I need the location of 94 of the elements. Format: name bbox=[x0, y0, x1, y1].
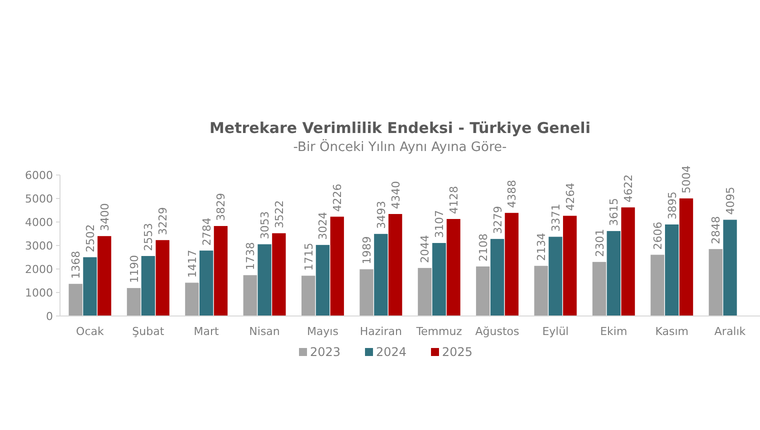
data-label: 4128 bbox=[447, 186, 460, 214]
y-tick-label: 6000 bbox=[25, 168, 53, 182]
x-tick-label: Ekim bbox=[600, 325, 628, 338]
y-tick-label: 2000 bbox=[25, 262, 53, 276]
x-tick-label: Temmuz bbox=[415, 325, 462, 338]
data-label: 1368 bbox=[70, 250, 83, 279]
bar bbox=[214, 226, 228, 316]
data-label: 3229 bbox=[156, 207, 170, 236]
data-label: 2553 bbox=[142, 223, 156, 252]
data-label: 1190 bbox=[128, 255, 141, 284]
bar bbox=[534, 266, 548, 316]
bar bbox=[563, 216, 577, 316]
x-tick-label: Ocak bbox=[76, 325, 104, 338]
bar bbox=[243, 275, 257, 316]
x-tick-label: Nisan bbox=[249, 325, 280, 338]
bar bbox=[360, 269, 374, 316]
data-label: 2044 bbox=[418, 234, 432, 263]
chart-title: Metrekare Verimlilik Endeksi - Türkiye Geneli bbox=[210, 119, 590, 137]
bar bbox=[388, 214, 402, 316]
y-tick-label: 3000 bbox=[25, 239, 53, 252]
bar bbox=[679, 198, 694, 316]
bar bbox=[258, 244, 272, 316]
data-label: 1715 bbox=[302, 242, 316, 271]
x-tick-label: Haziran bbox=[360, 325, 402, 338]
data-label: 4388 bbox=[506, 180, 519, 208]
bar bbox=[185, 282, 199, 316]
bar bbox=[272, 233, 286, 316]
y-tick-label: 1000 bbox=[25, 286, 53, 300]
x-tick-label: Ağustos bbox=[475, 325, 520, 338]
data-label: 4095 bbox=[724, 186, 738, 215]
data-label: 2134 bbox=[535, 232, 548, 261]
bar bbox=[592, 262, 606, 316]
data-label: 3895 bbox=[666, 191, 679, 220]
bar bbox=[301, 276, 316, 316]
bar bbox=[432, 242, 446, 316]
data-label: 2502 bbox=[84, 224, 97, 252]
y-tick-label: 5000 bbox=[25, 192, 53, 206]
bar bbox=[141, 256, 155, 316]
data-label: 3829 bbox=[214, 193, 228, 222]
x-tick-label: Eylül bbox=[542, 325, 569, 338]
bar bbox=[98, 236, 112, 316]
data-label: 3107 bbox=[433, 210, 446, 238]
bar bbox=[374, 234, 388, 316]
legend-label: 2025 bbox=[442, 345, 473, 359]
x-tick-label: Mayıs bbox=[306, 325, 339, 338]
bar bbox=[504, 212, 519, 316]
data-label: 1417 bbox=[186, 250, 199, 278]
bar bbox=[621, 207, 635, 316]
data-label: 3279 bbox=[491, 206, 504, 234]
bar bbox=[156, 240, 170, 316]
data-label: 3371 bbox=[549, 204, 562, 232]
bar bbox=[330, 216, 344, 316]
x-tick-label: Aralık bbox=[714, 325, 746, 338]
bar bbox=[200, 250, 214, 316]
data-label: 2606 bbox=[651, 222, 664, 250]
data-label: 2301 bbox=[593, 228, 606, 257]
bar bbox=[316, 244, 330, 316]
data-label: 3400 bbox=[98, 203, 112, 232]
data-label: 3493 bbox=[374, 200, 388, 229]
y-tick-label: 4000 bbox=[25, 216, 53, 229]
bar bbox=[606, 231, 620, 316]
data-label: 2784 bbox=[200, 218, 214, 246]
bar bbox=[650, 254, 664, 316]
data-label: 2108 bbox=[476, 233, 490, 262]
bar bbox=[665, 224, 679, 316]
data-label: 4226 bbox=[331, 184, 344, 212]
bar bbox=[708, 249, 722, 316]
data-label: 3053 bbox=[258, 211, 272, 240]
data-label: 4264 bbox=[564, 182, 577, 211]
x-tick-label: Mart bbox=[194, 325, 220, 338]
legend-label: 2024 bbox=[376, 345, 407, 359]
bar bbox=[83, 257, 97, 316]
x-tick-label: Kasım bbox=[655, 325, 688, 338]
legend-label: 2023 bbox=[310, 345, 341, 359]
bar bbox=[126, 288, 141, 316]
data-label: 1989 bbox=[360, 236, 374, 264]
data-label: 3522 bbox=[272, 200, 286, 228]
bar bbox=[418, 268, 432, 316]
chart-subtitle: -Bir Önceki Yılın Aynı Ayına Göre- bbox=[293, 139, 508, 155]
bar bbox=[490, 238, 504, 316]
bar bbox=[548, 236, 562, 316]
bar bbox=[476, 266, 490, 316]
data-label: 1738 bbox=[244, 242, 258, 270]
data-label: 2848 bbox=[710, 216, 723, 244]
y-tick-label: 0 bbox=[46, 310, 53, 323]
bar bbox=[446, 218, 460, 316]
x-tick-label: Şubat bbox=[132, 325, 165, 338]
data-label: 3024 bbox=[316, 212, 330, 240]
bar bbox=[68, 284, 82, 316]
data-label: 3615 bbox=[608, 198, 621, 226]
data-label: 4622 bbox=[622, 174, 636, 202]
data-label: 5004 bbox=[680, 165, 694, 194]
bar bbox=[723, 220, 737, 316]
data-label: 4340 bbox=[389, 181, 402, 210]
